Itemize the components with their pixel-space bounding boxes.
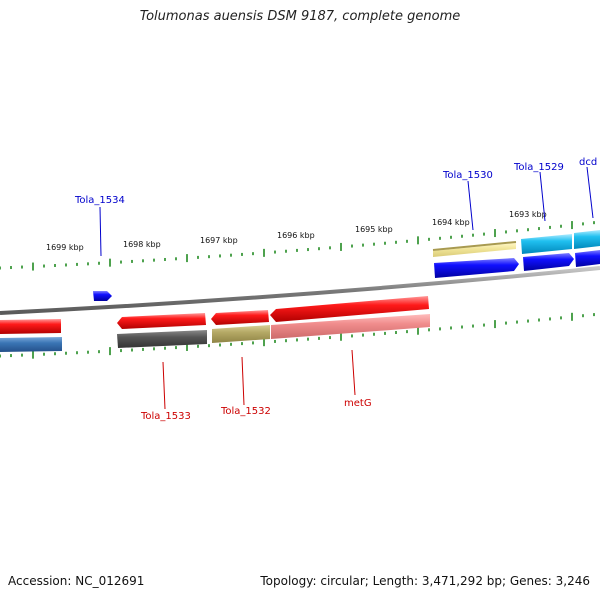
pointer-dcd [586,166,594,219]
genome-backbone [0,266,600,315]
ruler-label: 1695 kbp [355,225,393,234]
gene-tola-1534-arrow[interactable] [93,291,112,301]
reverse-strand-genes [0,296,430,352]
gene-tola-1530-arrow[interactable] [434,258,519,278]
gene-labels: Tola_1534 Tola_1530 Tola_1529 dcd Tola_1… [74,157,597,422]
gene-metg-arrow[interactable] [270,296,429,322]
gene-label-tola-1533[interactable]: Tola_1533 [140,411,191,422]
gene-tola-1532-arrow[interactable] [211,310,269,325]
gene-tola-1529-arrow[interactable] [523,253,574,271]
gene-dcd-bar[interactable] [574,230,600,249]
pointer-tola-1530 [467,180,474,231]
ruler-label: 1698 kbp [123,240,161,249]
gene-label-dcd[interactable]: dcd [579,157,597,168]
gene-metg-bar[interactable] [271,314,430,339]
gene-dcd-arrow[interactable] [575,250,600,267]
ruler-labels: 1699 kbp 1698 kbp 1697 kbp 1696 kbp 1695… [46,210,547,252]
label-pointers [99,166,594,410]
ruler-label: 1694 kbp [432,218,470,227]
pointer-tola-1534 [99,206,102,257]
gene-tola-1533-bar[interactable] [117,330,207,348]
ruler-label: 1697 kbp [200,236,238,245]
ruler-label: 1693 kbp [509,210,547,219]
gene-left-steel-bar[interactable] [0,337,62,352]
gene-label-tola-1532[interactable]: Tola_1532 [220,406,271,417]
accession-text: Accession: NC_012691 [8,574,145,588]
segment-line [432,241,517,251]
map-title: Tolumonas auensis DSM 9187, complete gen… [139,9,461,24]
pointer-tola-1533 [162,361,166,410]
forward-strand-genes [93,230,600,301]
ruler-label: 1696 kbp [277,231,315,240]
gene-tola-1533-arrow[interactable] [117,313,206,329]
gene-tola-1532-bar[interactable] [212,325,270,343]
genome-stats-text: Topology: circular; Length: 3,471,292 bp… [260,574,590,588]
ruler-label: 1699 kbp [46,243,84,252]
gene-left-red-arrow[interactable] [0,319,61,334]
outer-tick-row [0,221,595,271]
gene-tola-1530-bar[interactable] [433,243,516,257]
gene-label-tola-1530[interactable]: Tola_1530 [442,170,493,181]
pointer-tola-1532 [241,356,245,406]
gene-label-tola-1534[interactable]: Tola_1534 [74,195,125,206]
gene-tola-1529-bar[interactable] [521,234,572,254]
gene-label-metg[interactable]: metG [344,398,372,409]
pointer-tola-1529 [539,171,546,222]
gene-label-tola-1529[interactable]: Tola_1529 [513,162,564,173]
inner-tick-row [0,312,595,359]
pointer-metg [351,349,356,396]
